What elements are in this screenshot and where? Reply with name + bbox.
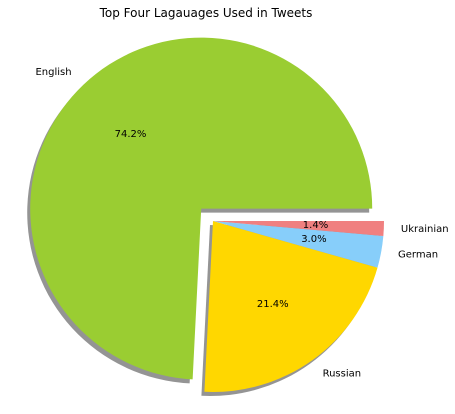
- pie-slices: [30, 37, 384, 392]
- slice-ukrainian: [213, 221, 384, 237]
- slice-label-ukrainian: Ukrainian: [401, 224, 449, 235]
- slice-pct-russian: 21.4%: [257, 299, 289, 310]
- slice-german: [213, 221, 384, 268]
- slice-labels: English 74.2% Russian 21.4% German 3.0% Ukrain…: [35, 67, 448, 380]
- slice-label-english: English: [35, 67, 71, 78]
- slice-english: [30, 37, 373, 380]
- slice-pct-english: 74.2%: [115, 129, 147, 140]
- chart-title: Top Four Lagauages Used in Tweets: [99, 6, 313, 20]
- slice-pct-german: 3.0%: [301, 234, 326, 245]
- slice-label-russian: Russian: [323, 368, 362, 379]
- slice-russian: [204, 221, 378, 392]
- slice-pct-ukrainian: 1.4%: [303, 220, 328, 231]
- slice-label-german: German: [398, 250, 438, 261]
